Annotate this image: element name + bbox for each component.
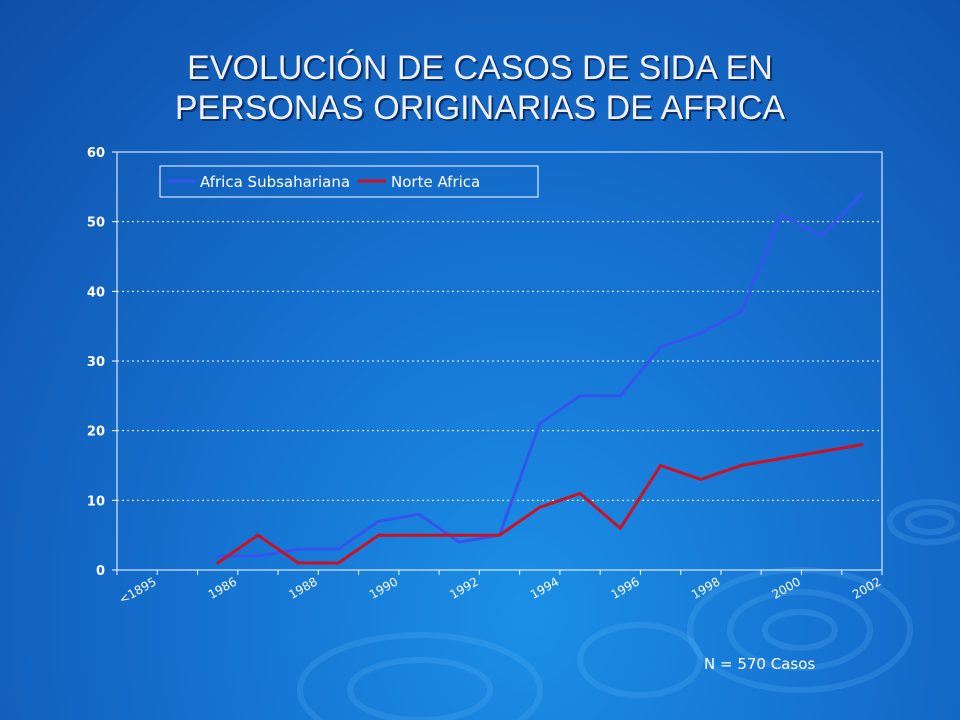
x-tick-label: 1998 (689, 574, 722, 601)
data-point (498, 533, 501, 537)
data-point (256, 533, 260, 537)
series-lines (216, 192, 864, 565)
data-point (699, 331, 703, 335)
data-point (820, 450, 824, 454)
data-point (659, 345, 663, 349)
x-tick-label: 2000 (770, 574, 803, 601)
data-point (377, 533, 381, 537)
data-point (699, 477, 703, 481)
title-line-2: PERSONAS ORIGINARIAS DE AFRICA (174, 89, 786, 127)
y-tick-label: 40 (87, 285, 105, 300)
legend: Africa Subsahariana Norte Africa (159, 165, 539, 198)
data-point (779, 213, 783, 217)
data-point (578, 491, 582, 495)
data-point (739, 310, 743, 314)
data-point (417, 533, 421, 537)
data-point (578, 394, 582, 398)
x-tick-label: <1895 (117, 574, 159, 606)
data-point (417, 512, 421, 516)
y-tick-label: 0 (96, 564, 105, 579)
data-point (739, 464, 743, 467)
x-tick-label: 1994 (528, 574, 561, 601)
y-tick-label: 60 (87, 146, 105, 161)
data-point (860, 443, 864, 447)
data-point (216, 561, 220, 565)
y-axis: 0 10 20 30 40 50 60 (87, 146, 117, 579)
y-tick-label: 30 (87, 355, 105, 370)
data-point (538, 505, 542, 509)
legend-label-1: Africa Subsahariana (200, 173, 350, 191)
x-tick-label: 1988 (286, 574, 319, 601)
data-point (336, 561, 340, 565)
series-line-1 (217, 192, 863, 558)
data-point (457, 540, 461, 544)
case-count-note: N = 570 Casos (704, 655, 816, 673)
series-line-2 (216, 443, 863, 565)
data-point (216, 554, 220, 558)
data-point (256, 554, 260, 558)
data-point (336, 547, 340, 551)
data-point (457, 533, 461, 537)
data-point (296, 561, 300, 565)
x-tick-label: 1996 (608, 574, 641, 601)
y-tick-label: 20 (87, 425, 105, 440)
data-point (779, 457, 783, 461)
data-point (860, 192, 864, 196)
slide-title: EVOLUCIÓN DE CASOS DE SIDA EN PERSONAS O… (0, 48, 960, 128)
legend-box (159, 165, 539, 198)
x-tick-label: 1986 (206, 574, 239, 601)
gridlines (117, 221, 882, 501)
data-point (538, 422, 542, 426)
data-point (377, 519, 381, 523)
x-axis: <1895 1986 1988 1990 1992 1994 1996 1998 2000 200… (116, 570, 884, 607)
y-tick-label: 50 (87, 216, 105, 231)
data-point (296, 547, 300, 551)
x-tick-label: 2002 (850, 574, 883, 601)
y-tick-label: 10 (87, 494, 105, 509)
data-point (659, 464, 663, 467)
data-point (618, 526, 622, 530)
x-tick-label: 1990 (367, 574, 400, 601)
legend-label-2: Norte Africa (391, 173, 480, 191)
x-tick-label: 1992 (447, 574, 480, 601)
title-line-1: EVOLUCIÓN DE CASOS DE SIDA EN (187, 49, 773, 87)
data-point (618, 394, 622, 398)
data-point (820, 234, 824, 238)
